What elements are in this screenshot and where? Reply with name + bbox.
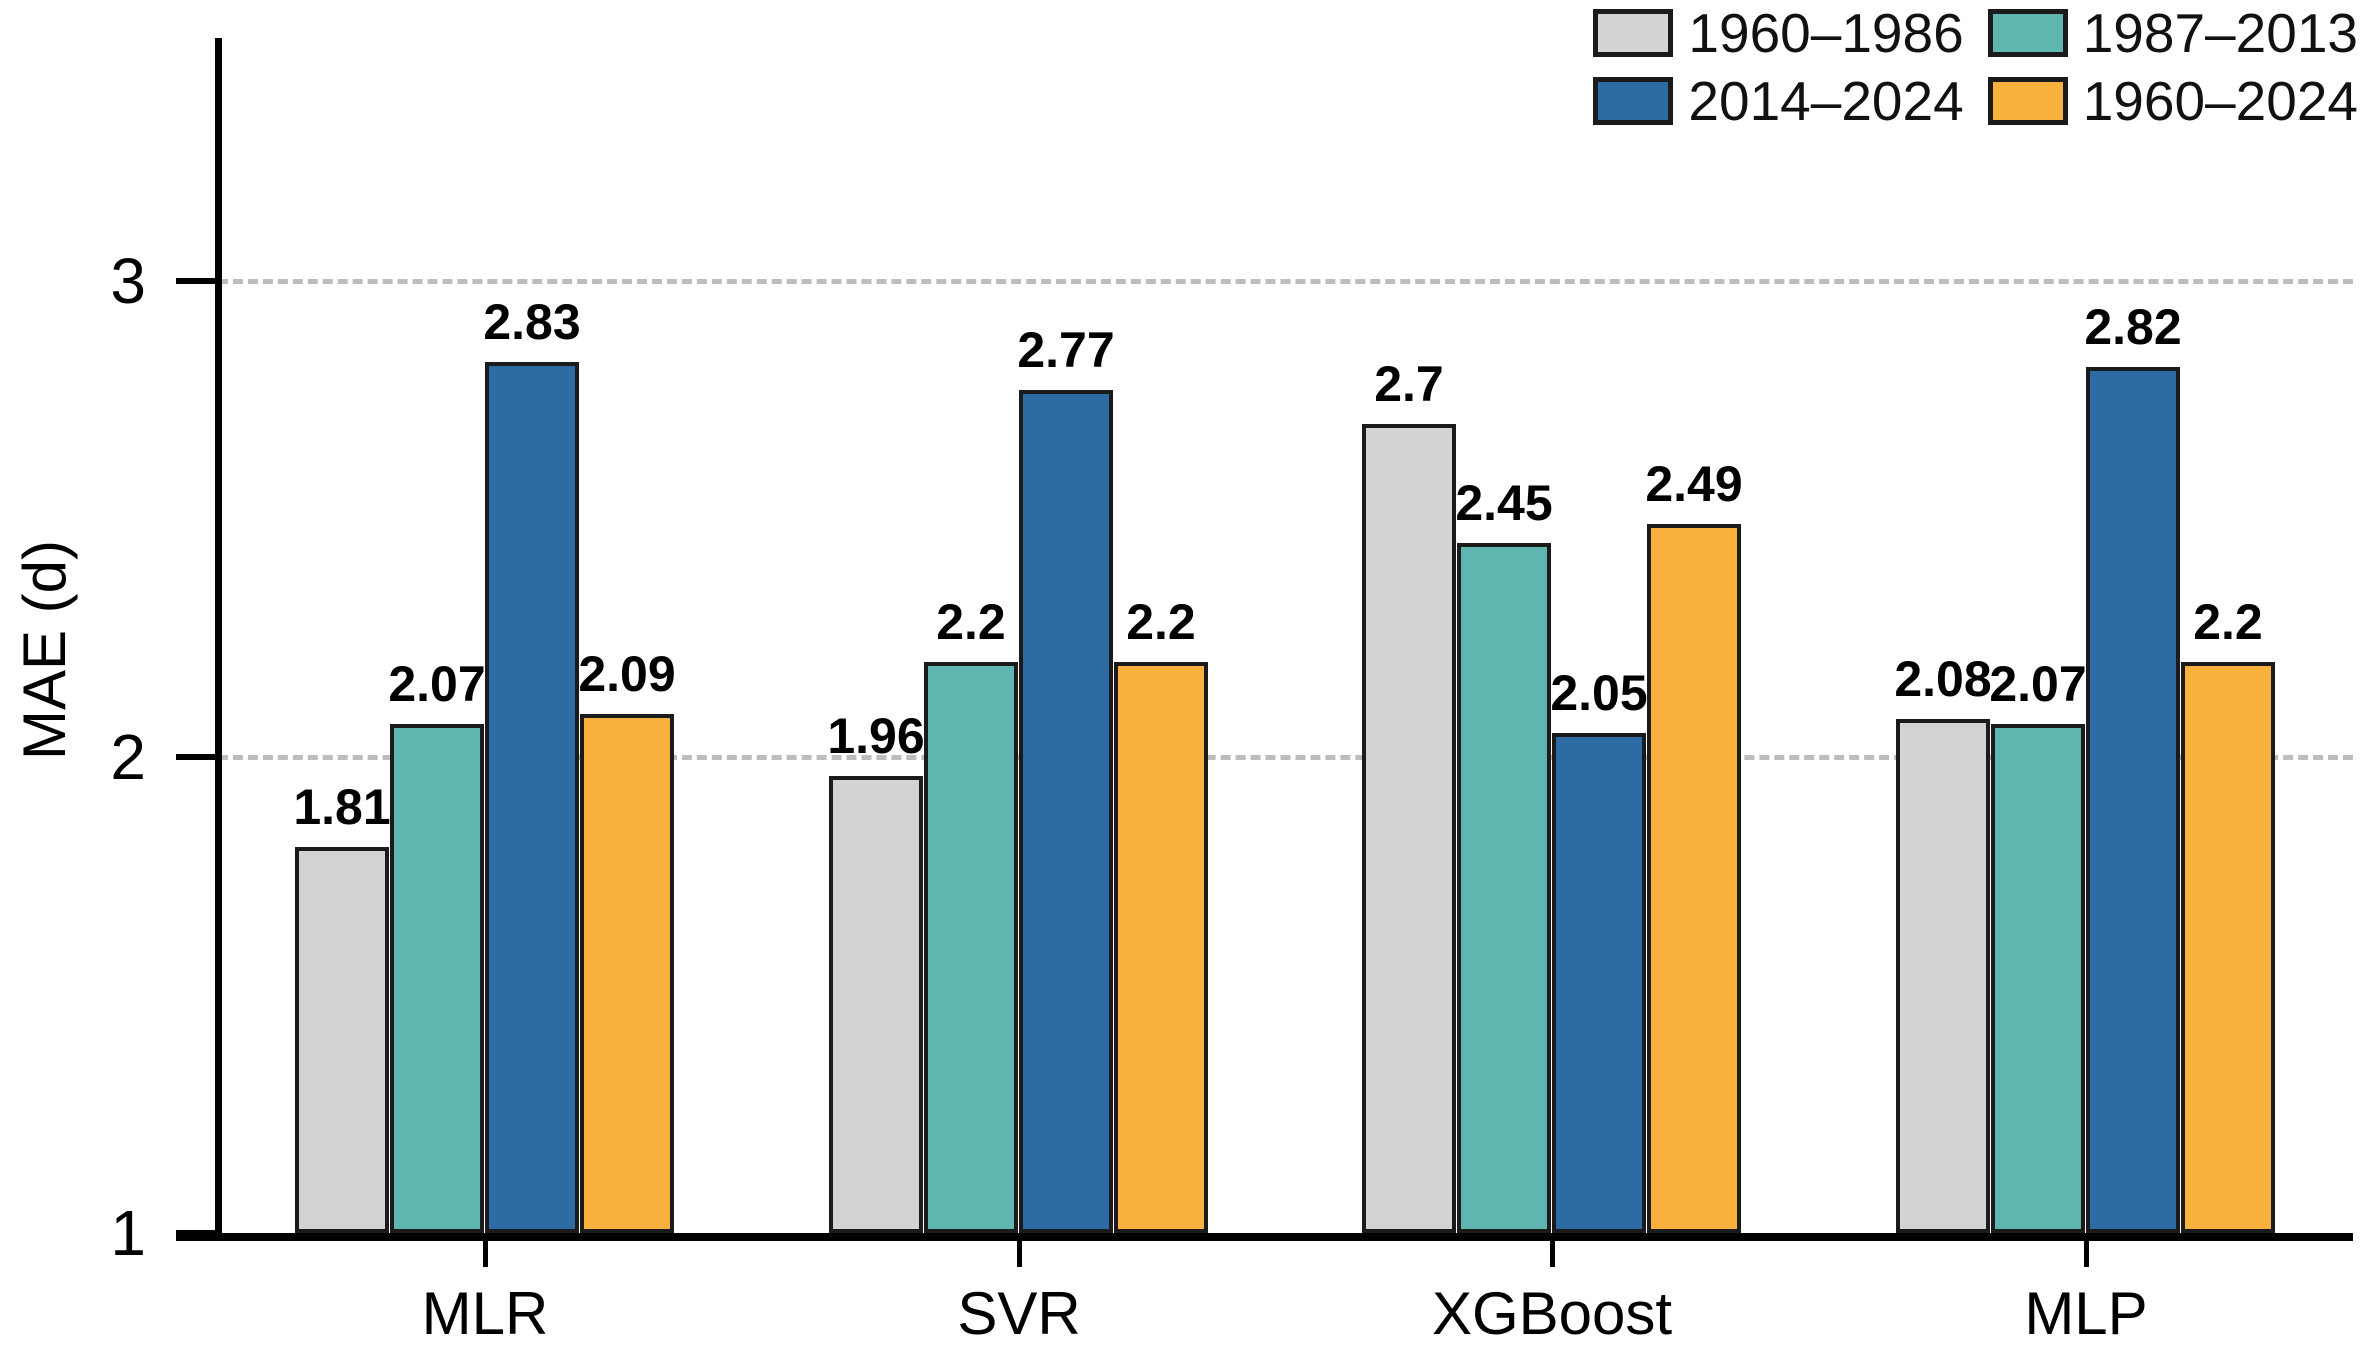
legend-swatch xyxy=(1987,9,2068,57)
bar-MLP-1960–1986 xyxy=(1896,719,1990,1233)
bar-value-MLR-1987–2013: 2.07 xyxy=(388,656,486,712)
x-tick-label-MLR: MLR xyxy=(421,1280,549,1347)
y-tick-3 xyxy=(176,278,215,284)
bar-value-MLP-1960–1986: 2.08 xyxy=(1894,651,1992,707)
bar-MLR-1960–1986 xyxy=(295,847,389,1233)
legend-item-1987–2013: 1987–2013 xyxy=(1987,2,2358,64)
bar-MLP-1987–2013 xyxy=(1991,724,2085,1233)
x-tick-label-SVR: SVR xyxy=(957,1280,1081,1347)
legend: 1960–1986 1987–2013 2014–2024 1960–2024 xyxy=(1593,4,2358,130)
bar-SVR-1960–2024 xyxy=(1114,662,1208,1233)
x-tick-MLP xyxy=(2084,1241,2089,1267)
bar-XGBoost-1960–1986 xyxy=(1362,424,1456,1233)
bar-MLR-1960–2024 xyxy=(580,714,674,1233)
bar-value-MLP-1960–2024: 2.2 xyxy=(2193,594,2263,650)
x-axis-line xyxy=(176,1233,2353,1241)
legend-item-1960–1986: 1960–1986 xyxy=(1593,2,1964,64)
bar-value-XGBoost-1960–1986: 2.7 xyxy=(1374,356,1444,412)
x-tick-SVR xyxy=(1017,1241,1022,1267)
bar-value-XGBoost-2014–2024: 2.05 xyxy=(1550,665,1648,721)
legend-item-1960–2024: 1960–2024 xyxy=(1987,70,2358,132)
legend-swatch xyxy=(1987,77,2068,125)
legend-label: 1987–2013 xyxy=(2082,2,2358,64)
bar-value-MLR-2014–2024: 2.83 xyxy=(483,294,581,350)
x-tick-label-XGBoost: XGBoost xyxy=(1431,1280,1673,1347)
legend-label: 2014–2024 xyxy=(1688,70,1964,132)
gridline-y2 xyxy=(218,755,2353,760)
y-tick-2 xyxy=(176,754,215,760)
bar-value-MLR-1960–1986: 1.81 xyxy=(293,779,391,835)
bar-value-XGBoost-1960–2024: 2.49 xyxy=(1645,456,1743,512)
bar-XGBoost-1960–2024 xyxy=(1647,524,1741,1233)
gridline-y3 xyxy=(218,279,2353,284)
bar-value-SVR-1987–2013: 2.2 xyxy=(936,594,1006,650)
y-axis-line xyxy=(215,38,222,1241)
legend-swatch xyxy=(1593,77,1674,125)
legend-swatch xyxy=(1593,9,1674,57)
bar-value-MLR-1960–2024: 2.09 xyxy=(578,646,676,702)
bar-XGBoost-2014–2024 xyxy=(1552,733,1646,1233)
bar-value-SVR-1960–1986: 1.96 xyxy=(827,708,925,764)
y-tick-label-1: 1 xyxy=(110,1197,146,1269)
legend-label: 1960–2024 xyxy=(2082,70,2358,132)
bar-SVR-1960–1986 xyxy=(829,776,923,1233)
y-tick-label-3: 3 xyxy=(110,245,146,317)
bar-MLR-2014–2024 xyxy=(485,362,579,1233)
legend-item-2014–2024: 2014–2024 xyxy=(1593,70,1964,132)
bar-value-MLP-1987–2013: 2.07 xyxy=(1989,656,2087,712)
bar-MLP-2014–2024 xyxy=(2086,367,2180,1233)
bar-MLR-1987–2013 xyxy=(390,724,484,1233)
y-tick-label-2: 2 xyxy=(110,721,146,793)
y-tick-1 xyxy=(176,1230,215,1236)
bar-value-MLP-2014–2024: 2.82 xyxy=(2084,299,2182,355)
bar-SVR-2014–2024 xyxy=(1019,390,1113,1233)
bar-SVR-1987–2013 xyxy=(924,662,1018,1233)
bar-value-SVR-2014–2024: 2.77 xyxy=(1017,322,1115,378)
bar-value-XGBoost-1987–2013: 2.45 xyxy=(1455,475,1553,531)
x-tick-label-MLP: MLP xyxy=(2024,1280,2148,1347)
bar-value-SVR-1960–2024: 2.2 xyxy=(1126,594,1196,650)
bar-XGBoost-1987–2013 xyxy=(1457,543,1551,1233)
x-tick-MLR xyxy=(483,1241,488,1267)
legend-label: 1960–1986 xyxy=(1688,2,1964,64)
y-axis-title: MAE (d) xyxy=(11,539,78,761)
bar-MLP-1960–2024 xyxy=(2181,662,2275,1233)
x-tick-XGBoost xyxy=(1550,1241,1555,1267)
